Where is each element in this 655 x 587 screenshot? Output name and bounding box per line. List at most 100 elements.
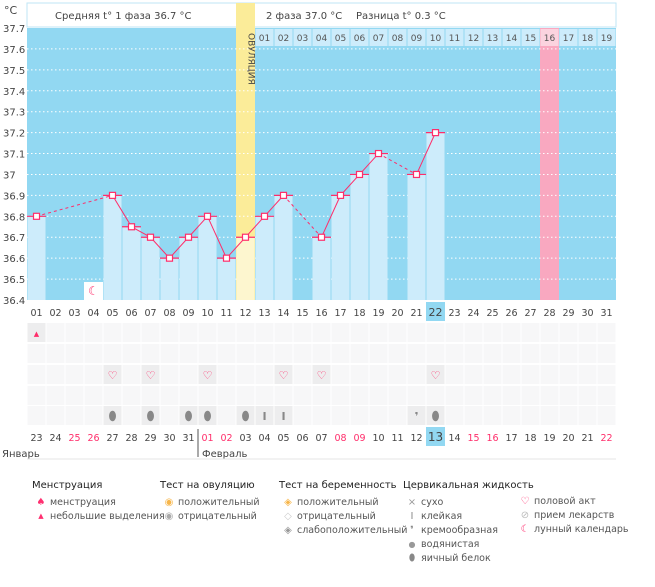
- cycle2-day-cell: [350, 29, 369, 46]
- grid-cell: [521, 386, 540, 405]
- calendar-date: 13: [428, 430, 443, 444]
- grid-cell: [46, 365, 65, 384]
- legend-label: лунный календарь: [534, 523, 629, 535]
- menstruation-icon: ♠: [36, 496, 46, 508]
- grid-cell: [236, 323, 255, 342]
- egg-white-icon: ⬮: [408, 552, 416, 564]
- calendar-date: 16: [486, 433, 498, 444]
- grid-cell: [369, 386, 388, 405]
- mark-cell: [179, 406, 198, 425]
- grid-cell: [84, 406, 103, 425]
- mark-cell: [255, 406, 274, 425]
- temperature-bar: [179, 237, 198, 300]
- calendar-date: 18: [524, 433, 536, 444]
- grid-cell: [521, 344, 540, 363]
- grid-cell: [122, 323, 141, 342]
- temperature-point: [279, 191, 288, 199]
- header-bar: [26, 2, 617, 28]
- grid-cell: [445, 386, 464, 405]
- cycle2-day-label: 04: [316, 34, 328, 44]
- creamy-icon: ❜: [410, 524, 414, 536]
- temperature-point: [222, 254, 231, 262]
- grid-cell: [331, 344, 350, 363]
- gap-line: [36, 194, 113, 217]
- cycle-day-label: 10: [201, 308, 213, 319]
- cycle2-day-label: 19: [601, 34, 613, 44]
- grid-cell: [236, 344, 255, 363]
- moon-icon: ☾: [520, 523, 530, 535]
- mark-cell: [426, 406, 445, 425]
- calendar-date: 31: [182, 433, 194, 444]
- temperature-point: [431, 129, 440, 137]
- grid-cell: [540, 323, 559, 342]
- cycle2-day-label: 02: [278, 34, 289, 44]
- grid-cell: [483, 386, 502, 405]
- grid-cell: [103, 386, 122, 405]
- egg-fluid-icon: ⬮: [109, 409, 117, 423]
- grid-cell: [46, 386, 65, 405]
- grid-cell: [274, 386, 293, 405]
- grid-cell: [350, 323, 369, 342]
- grid-cell: [388, 365, 407, 384]
- grid-cell: [464, 386, 483, 405]
- cycle-day-label: 06: [125, 308, 137, 319]
- legend-title: Цервикальная жидкость: [403, 480, 534, 491]
- grid-cell: [293, 365, 312, 384]
- grid-cell: [27, 365, 46, 384]
- grid-cell: [141, 386, 160, 405]
- grid-cell: [350, 365, 369, 384]
- grid-cell: [255, 323, 274, 342]
- cycle2-day-label: 08: [392, 34, 404, 44]
- temperature-point: [412, 170, 421, 179]
- ovulation-column: [236, 3, 255, 300]
- grid-cell: [160, 386, 179, 405]
- egg-fluid-icon: ⬮: [147, 409, 155, 423]
- grid-cell: [160, 365, 179, 384]
- cycle2-day-label: 17: [563, 34, 574, 44]
- grid-cell: [27, 386, 46, 405]
- calendar-date: 20: [562, 433, 574, 444]
- cycle-day-label: 19: [372, 308, 384, 319]
- grid-cell: [502, 365, 521, 384]
- cycle2-day-label: 07: [373, 34, 384, 44]
- grid-cell: [198, 323, 217, 342]
- y-tick-label: 37.2: [3, 129, 25, 140]
- grid-cell: [578, 386, 597, 405]
- grid-cell: [84, 323, 103, 342]
- cycle-day-label: 12: [239, 308, 251, 319]
- temperature-bar: [407, 174, 426, 300]
- highlight-column: [540, 28, 559, 300]
- cycle-day-label: 16: [315, 308, 327, 319]
- calendar-date: 14: [448, 433, 460, 444]
- egg-fluid-icon: ⬮: [185, 409, 193, 423]
- grid-cell: [217, 386, 236, 405]
- mark-cell: [103, 406, 122, 425]
- legend-label: водянистая: [421, 538, 480, 550]
- egg-fluid-icon: ⬮: [242, 409, 250, 423]
- y-tick-label: 37.7: [3, 24, 25, 35]
- grid-cell: [445, 406, 464, 425]
- grid-cell: [65, 323, 84, 342]
- cycle-day-label: 07: [144, 308, 156, 319]
- legend-label: небольшие выделения: [50, 510, 165, 522]
- legend-label: половой акт: [534, 495, 596, 507]
- grid-cell: [331, 323, 350, 342]
- calendar-date: 27: [106, 433, 118, 444]
- cycle2-day-label: 11: [449, 34, 460, 44]
- legend-menstruation: Менструация ♠ менструация ▲ небольшие выде…: [32, 480, 165, 523]
- temperature-point: [241, 233, 250, 241]
- grid-cell: [502, 344, 521, 363]
- temperature-point: [336, 191, 345, 199]
- grid-cell: [388, 406, 407, 425]
- grid-cell: [559, 344, 578, 363]
- grid-cell: [464, 406, 483, 425]
- temperature-bar: [350, 174, 369, 300]
- grid-cell: [217, 344, 236, 363]
- cycle-day-label: 14: [277, 308, 289, 319]
- temperature-line: [112, 195, 132, 228]
- cycle2-day-label: 13: [487, 34, 498, 44]
- creamy-fluid-icon: ❜: [415, 410, 419, 423]
- legend-ovulation-test: Тест на овуляцию ◉ положительный ◉ отрицат…: [160, 480, 260, 523]
- grid-cell: [597, 386, 616, 405]
